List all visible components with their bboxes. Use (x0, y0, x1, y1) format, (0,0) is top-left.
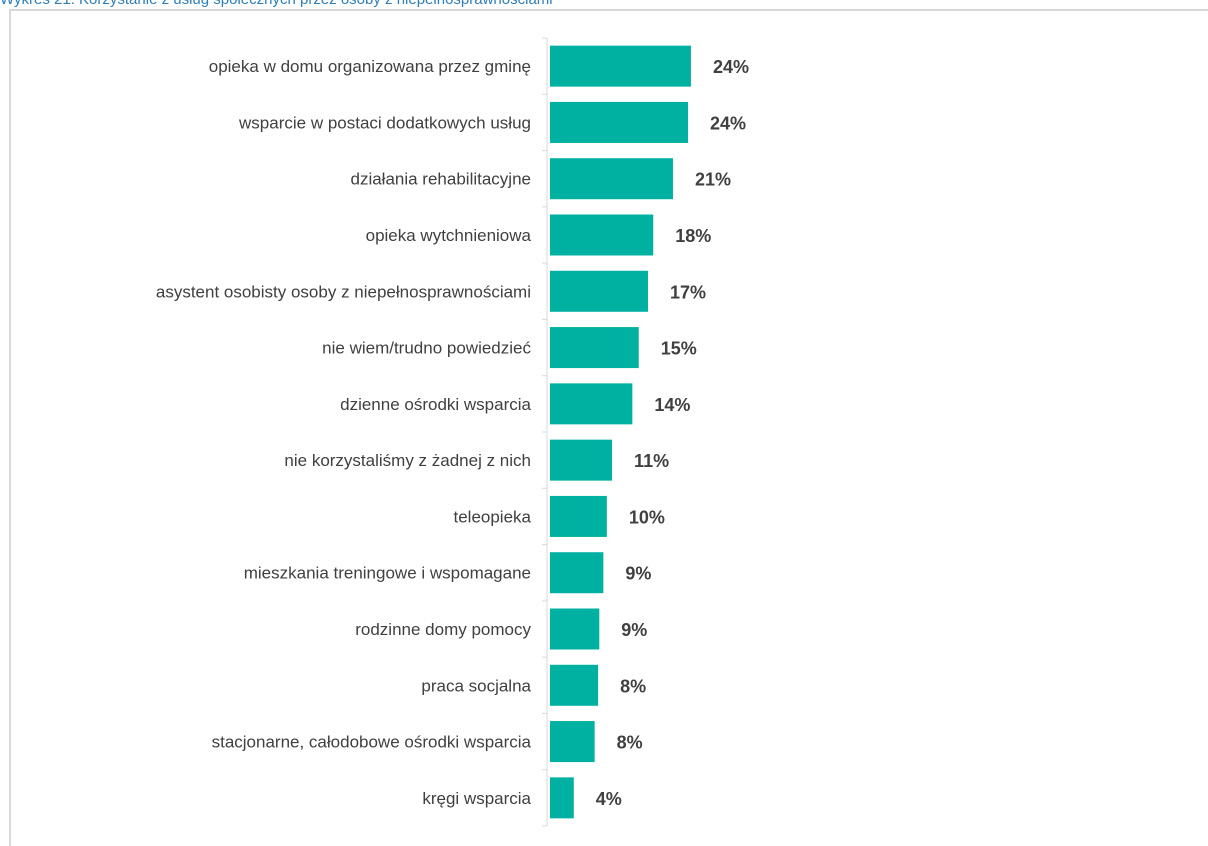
bar (550, 439, 613, 481)
bar (550, 45, 691, 87)
category-label: wsparcie w postaci dodatkowych usług (238, 113, 531, 132)
bar (550, 721, 595, 763)
bar-layer (550, 45, 691, 819)
value-label: 14% (654, 395, 690, 415)
bar (550, 664, 599, 706)
category-label: teleopieka (453, 507, 531, 526)
category-label: asystent osobisty osoby z niepełnosprawn… (156, 282, 531, 301)
value-label: 15% (661, 339, 697, 359)
value-label: 17% (670, 282, 706, 302)
bar (550, 777, 574, 819)
category-label: opieka wytchnieniowa (366, 226, 532, 245)
category-label: dzienne ośrodki wsparcia (340, 395, 531, 414)
category-label: mieszkania treningowe i wspomagane (244, 564, 531, 583)
value-label: 4% (596, 789, 622, 809)
value-label: 9% (621, 620, 647, 640)
label-layer: opieka w domu organizowana przez gminę 24… (156, 57, 749, 809)
bar (550, 270, 649, 312)
bar (550, 327, 639, 369)
category-label: działania rehabilitacyjne (350, 170, 531, 189)
value-label: 18% (675, 226, 711, 246)
bar (550, 214, 654, 256)
value-label: 24% (710, 113, 746, 133)
category-label: kręgi wsparcia (422, 789, 531, 808)
category-label: stacjonarne, całodobowe ośrodki wsparcia (212, 733, 532, 752)
category-label: rodzinne domy pomocy (355, 620, 531, 639)
bar (550, 383, 633, 425)
bar (550, 101, 689, 143)
bar (550, 608, 600, 650)
category-label: nie wiem/trudno powiedzieć (322, 339, 531, 358)
bar (550, 158, 673, 200)
category-label: nie korzystaliśmy z żadnej z nich (284, 451, 531, 470)
bar (550, 495, 607, 537)
category-label: praca socjalna (421, 676, 531, 695)
value-label: 11% (634, 451, 669, 471)
value-label: 8% (617, 733, 643, 753)
chart-caption: Wykres 21. Korzystanie z usług społeczny… (0, 0, 553, 9)
bar (550, 552, 604, 594)
value-label: 24% (713, 57, 749, 77)
value-label: 10% (629, 507, 665, 527)
value-label: 9% (625, 564, 651, 584)
value-label: 8% (620, 676, 646, 696)
category-label: opieka w domu organizowana przez gminę (209, 57, 531, 76)
chart-frame (9, 9, 1208, 846)
axis-layer (542, 37, 548, 827)
value-label: 21% (695, 170, 731, 190)
